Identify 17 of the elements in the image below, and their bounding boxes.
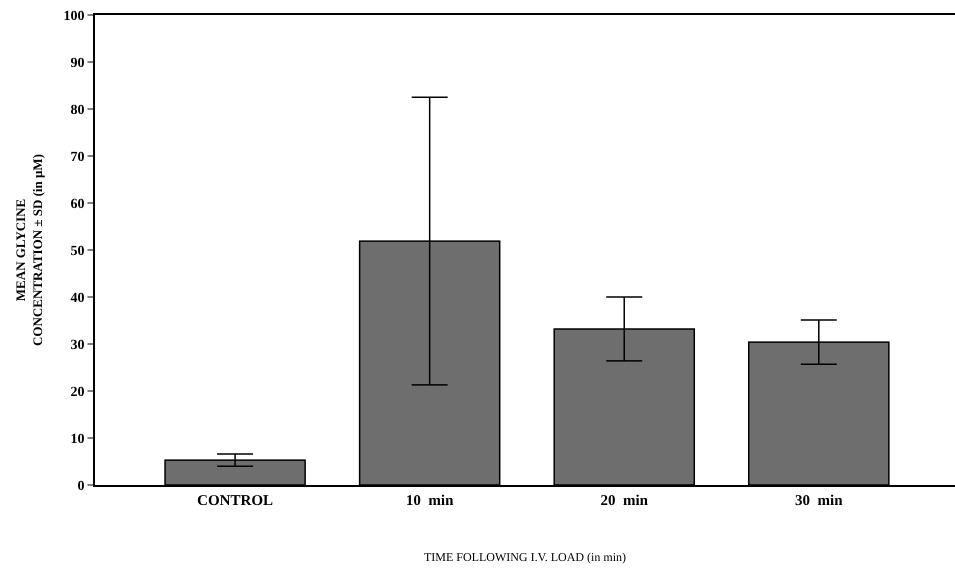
y-tick-label: 0	[77, 478, 84, 494]
y-tick-label: 90	[70, 56, 84, 71]
y-tick-label: 80	[70, 102, 84, 118]
y-tick-label: 100	[63, 8, 84, 24]
y-tick-label: 10	[70, 432, 84, 447]
y-tick-label: 30	[70, 338, 84, 353]
y-tick-label: 40	[70, 290, 84, 306]
y-tick-label: 50	[70, 244, 84, 259]
x-tick-label: 10 min	[406, 492, 454, 509]
x-tick-label: 20 min	[600, 492, 649, 509]
y-tick-label: 20	[70, 384, 84, 400]
x-tick-label: 30 min	[795, 492, 844, 509]
x-tick-label: CONTROL	[197, 492, 274, 509]
y-tick-label: 60	[70, 196, 84, 212]
x-axis-title: TIME FOLLOWING I.V. LOAD (in min)	[424, 550, 626, 564]
y-axis-title: MEAN GLYCINE CONCENTRATION ± SD (in μM)	[13, 154, 45, 346]
y-tick-label: 70	[70, 150, 84, 165]
